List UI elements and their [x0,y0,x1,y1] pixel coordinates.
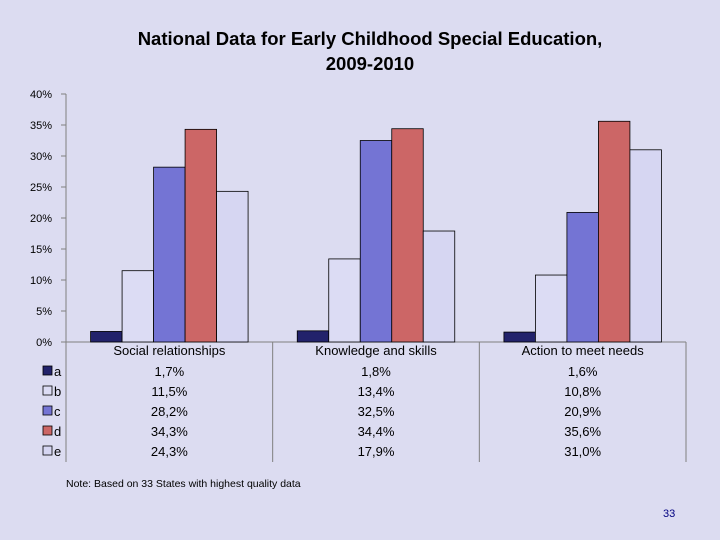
page-number: 33 [663,508,676,520]
data-label-c-2: 32,5% [358,404,395,419]
chart-title: National Data for Early Childhood Specia… [60,26,680,76]
y-tick-label: 5% [36,306,52,318]
data-label-d-3: 35,6% [564,424,601,439]
category-label: Social relationships [113,343,226,358]
category-label: Action to meet needs [522,343,645,358]
bar-a-2 [296,330,330,343]
bar-e-3 [629,149,662,343]
y-tick-label: 35% [30,120,52,132]
bar-d-3 [598,120,631,343]
legend-label-b: b [54,384,61,399]
category-label: Knowledge and skills [315,343,437,358]
legend-swatch-b [42,385,53,396]
legend-swatch-c [42,405,53,416]
legend-swatch-a [42,365,53,376]
data-label-e-1: 24,3% [151,444,188,459]
legend-swatch-d [42,425,53,436]
bar-b-1 [121,270,154,343]
bar-d-1 [184,128,217,343]
data-label-e-2: 17,9% [358,444,395,459]
legend-label-a: a [54,364,62,379]
chart-title-line1: National Data for Early Childhood Specia… [137,28,603,49]
data-label-d-1: 34,3% [151,424,188,439]
footnote: Note: Based on 33 States with highest qu… [66,478,301,490]
legend-swatch-e [42,445,53,456]
data-label-c-1: 28,2% [151,404,188,419]
y-tick-label: 20% [30,213,52,225]
data-label-a-1: 1,7% [155,364,185,379]
y-tick-label: 40% [30,89,52,101]
bar-e-2 [422,230,456,343]
y-tick-label: 30% [30,151,52,163]
data-label-b-3: 10,8% [564,384,601,399]
bar-c-1 [153,166,186,343]
data-label-e-3: 31,0% [564,444,601,459]
legend-label-d: d [54,424,61,439]
bar-a-3 [503,331,536,343]
data-label-a-3: 1,6% [568,364,598,379]
data-label-b-2: 13,4% [358,384,395,399]
y-tick-label: 10% [30,275,52,287]
chart-title-line2: 2009-2010 [325,53,415,74]
data-label-d-2: 34,4% [358,424,395,439]
bar-b-2 [328,258,361,343]
legend-label-c: c [54,404,61,419]
bar-b-3 [535,274,568,343]
bar-d-2 [391,128,424,343]
y-tick-label: 25% [30,182,52,194]
bar-a-1 [90,331,123,343]
legend-label-e: e [54,444,61,459]
bar-e-1 [216,190,249,343]
y-tick-label: 0% [36,337,52,349]
data-label-a-2: 1,8% [361,364,391,379]
data-label-b-1: 11,5% [151,384,187,399]
y-tick-label: 15% [30,244,52,256]
bar-c-2 [359,140,393,343]
bar-c-3 [566,212,599,343]
data-label-c-3: 20,9% [564,404,601,419]
